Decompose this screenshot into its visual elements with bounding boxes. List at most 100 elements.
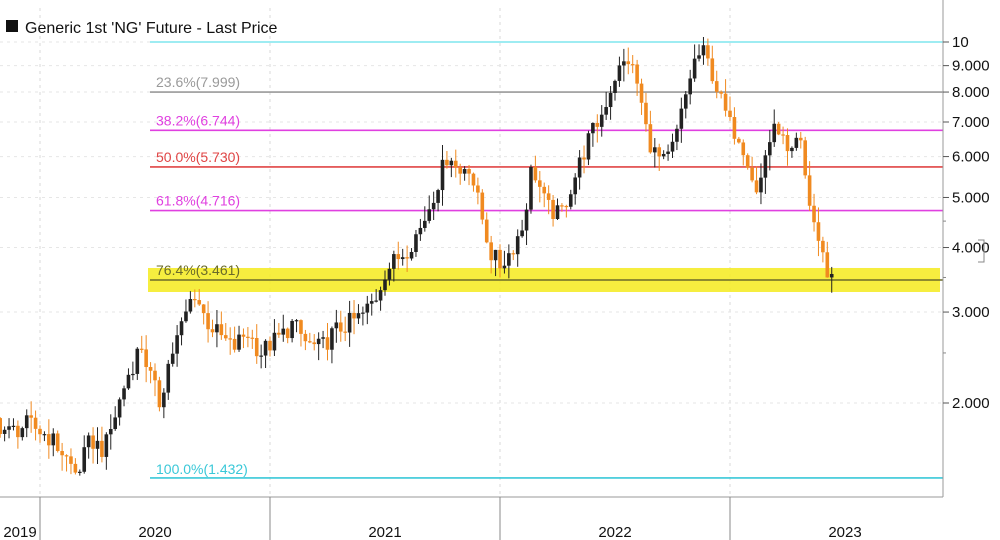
y-tick-label: 3.000: [952, 304, 990, 321]
candle-body: [24, 415, 29, 429]
y-tick-label: 8.000: [952, 84, 990, 101]
candle-body: [825, 252, 830, 278]
candle-body: [639, 83, 644, 103]
candle-body: [2, 429, 7, 434]
fib-level-label: 23.6%(7.999): [156, 74, 240, 90]
candle-body: [325, 337, 330, 350]
candle-body: [334, 322, 339, 329]
candle-body: [759, 177, 763, 193]
candle-body: [719, 91, 723, 94]
candle-body: [502, 265, 507, 269]
candle-body: [666, 151, 670, 154]
candle-body: [16, 425, 20, 438]
candle-body: [706, 45, 710, 59]
candle-body: [7, 426, 11, 430]
y-tick-label: 2.000: [952, 395, 990, 412]
candle-body: [772, 123, 777, 143]
candle-body: [100, 440, 104, 457]
candle-body: [741, 142, 746, 156]
candle-body: [148, 367, 153, 371]
candle-body: [431, 202, 436, 210]
candle-body: [551, 199, 555, 219]
candle-body: [179, 321, 184, 336]
y-tick-label: 4.000: [952, 240, 990, 257]
candle-body: [290, 320, 294, 339]
candle-body: [604, 107, 608, 115]
candle-body: [613, 80, 617, 93]
legend-swatch: [6, 20, 18, 32]
candle-body: [568, 194, 573, 207]
candle-body: [440, 159, 445, 191]
candle-body: [821, 240, 825, 253]
candle-body: [166, 363, 171, 393]
candle-body: [232, 338, 237, 350]
chart-title: Generic 1st 'NG' Future - Last Price: [25, 20, 278, 37]
candle-body: [635, 64, 639, 84]
candle-body: [126, 374, 131, 389]
candle-body: [507, 253, 511, 266]
candle-body: [153, 370, 157, 381]
x-tick-label: 2019: [3, 524, 36, 540]
candle-body: [427, 209, 432, 221]
candle-body: [135, 348, 140, 374]
candle-body: [42, 434, 47, 436]
candle-body: [626, 61, 631, 65]
candle-body: [193, 299, 197, 301]
candle-body: [38, 428, 42, 435]
fib-level-label: 38.2%(6.744): [156, 112, 240, 128]
candle-body: [423, 220, 427, 228]
candle-body: [776, 123, 781, 135]
candle-body: [343, 331, 347, 333]
candle-body: [277, 332, 281, 335]
candle-body: [361, 312, 365, 314]
candle-body: [378, 290, 383, 301]
candle-body: [794, 137, 799, 148]
candle-body: [462, 169, 467, 174]
candle-body: [321, 337, 325, 339]
candle-body: [476, 185, 480, 193]
candle-body: [489, 242, 493, 261]
candle-body: [692, 58, 697, 79]
candle-body: [259, 355, 263, 357]
x-tick-label: 2020: [138, 524, 171, 540]
candle-body: [564, 205, 569, 208]
candle-body: [78, 471, 82, 473]
candle-body: [591, 122, 595, 134]
candle-body: [675, 128, 679, 142]
candle-body: [409, 252, 414, 259]
candle-body: [352, 312, 356, 319]
candle-body: [737, 138, 741, 143]
candle-body: [20, 428, 25, 438]
y-tick-label: 5.000: [952, 189, 990, 206]
candle-body: [683, 94, 688, 109]
x-tick-label: 2021: [368, 524, 401, 540]
candle-body: [533, 167, 538, 181]
candle-body: [281, 328, 286, 335]
candle-body: [418, 227, 423, 235]
candle-body: [387, 268, 392, 280]
candle-body: [95, 440, 100, 449]
candle-body: [69, 456, 73, 464]
candle-body: [546, 193, 551, 200]
candle-body: [714, 81, 719, 92]
candle-body: [542, 186, 547, 194]
candle-body: [480, 192, 485, 220]
candle-body: [228, 338, 232, 340]
candle-body: [414, 234, 418, 253]
candle-body: [520, 230, 524, 237]
x-tick-label: 2023: [828, 524, 861, 540]
candle-body: [316, 338, 321, 345]
candle-body: [374, 300, 378, 302]
candle-body: [285, 328, 290, 339]
candle-body: [529, 167, 533, 210]
candle-body: [608, 92, 613, 108]
candle-body: [122, 388, 126, 400]
candle-body: [308, 341, 312, 343]
candle-body: [400, 257, 405, 260]
candle-body: [369, 301, 374, 304]
candle-body: [728, 110, 732, 118]
candle-body: [653, 147, 657, 153]
candle-body: [237, 334, 241, 350]
y-tick-label: 10: [952, 34, 969, 51]
